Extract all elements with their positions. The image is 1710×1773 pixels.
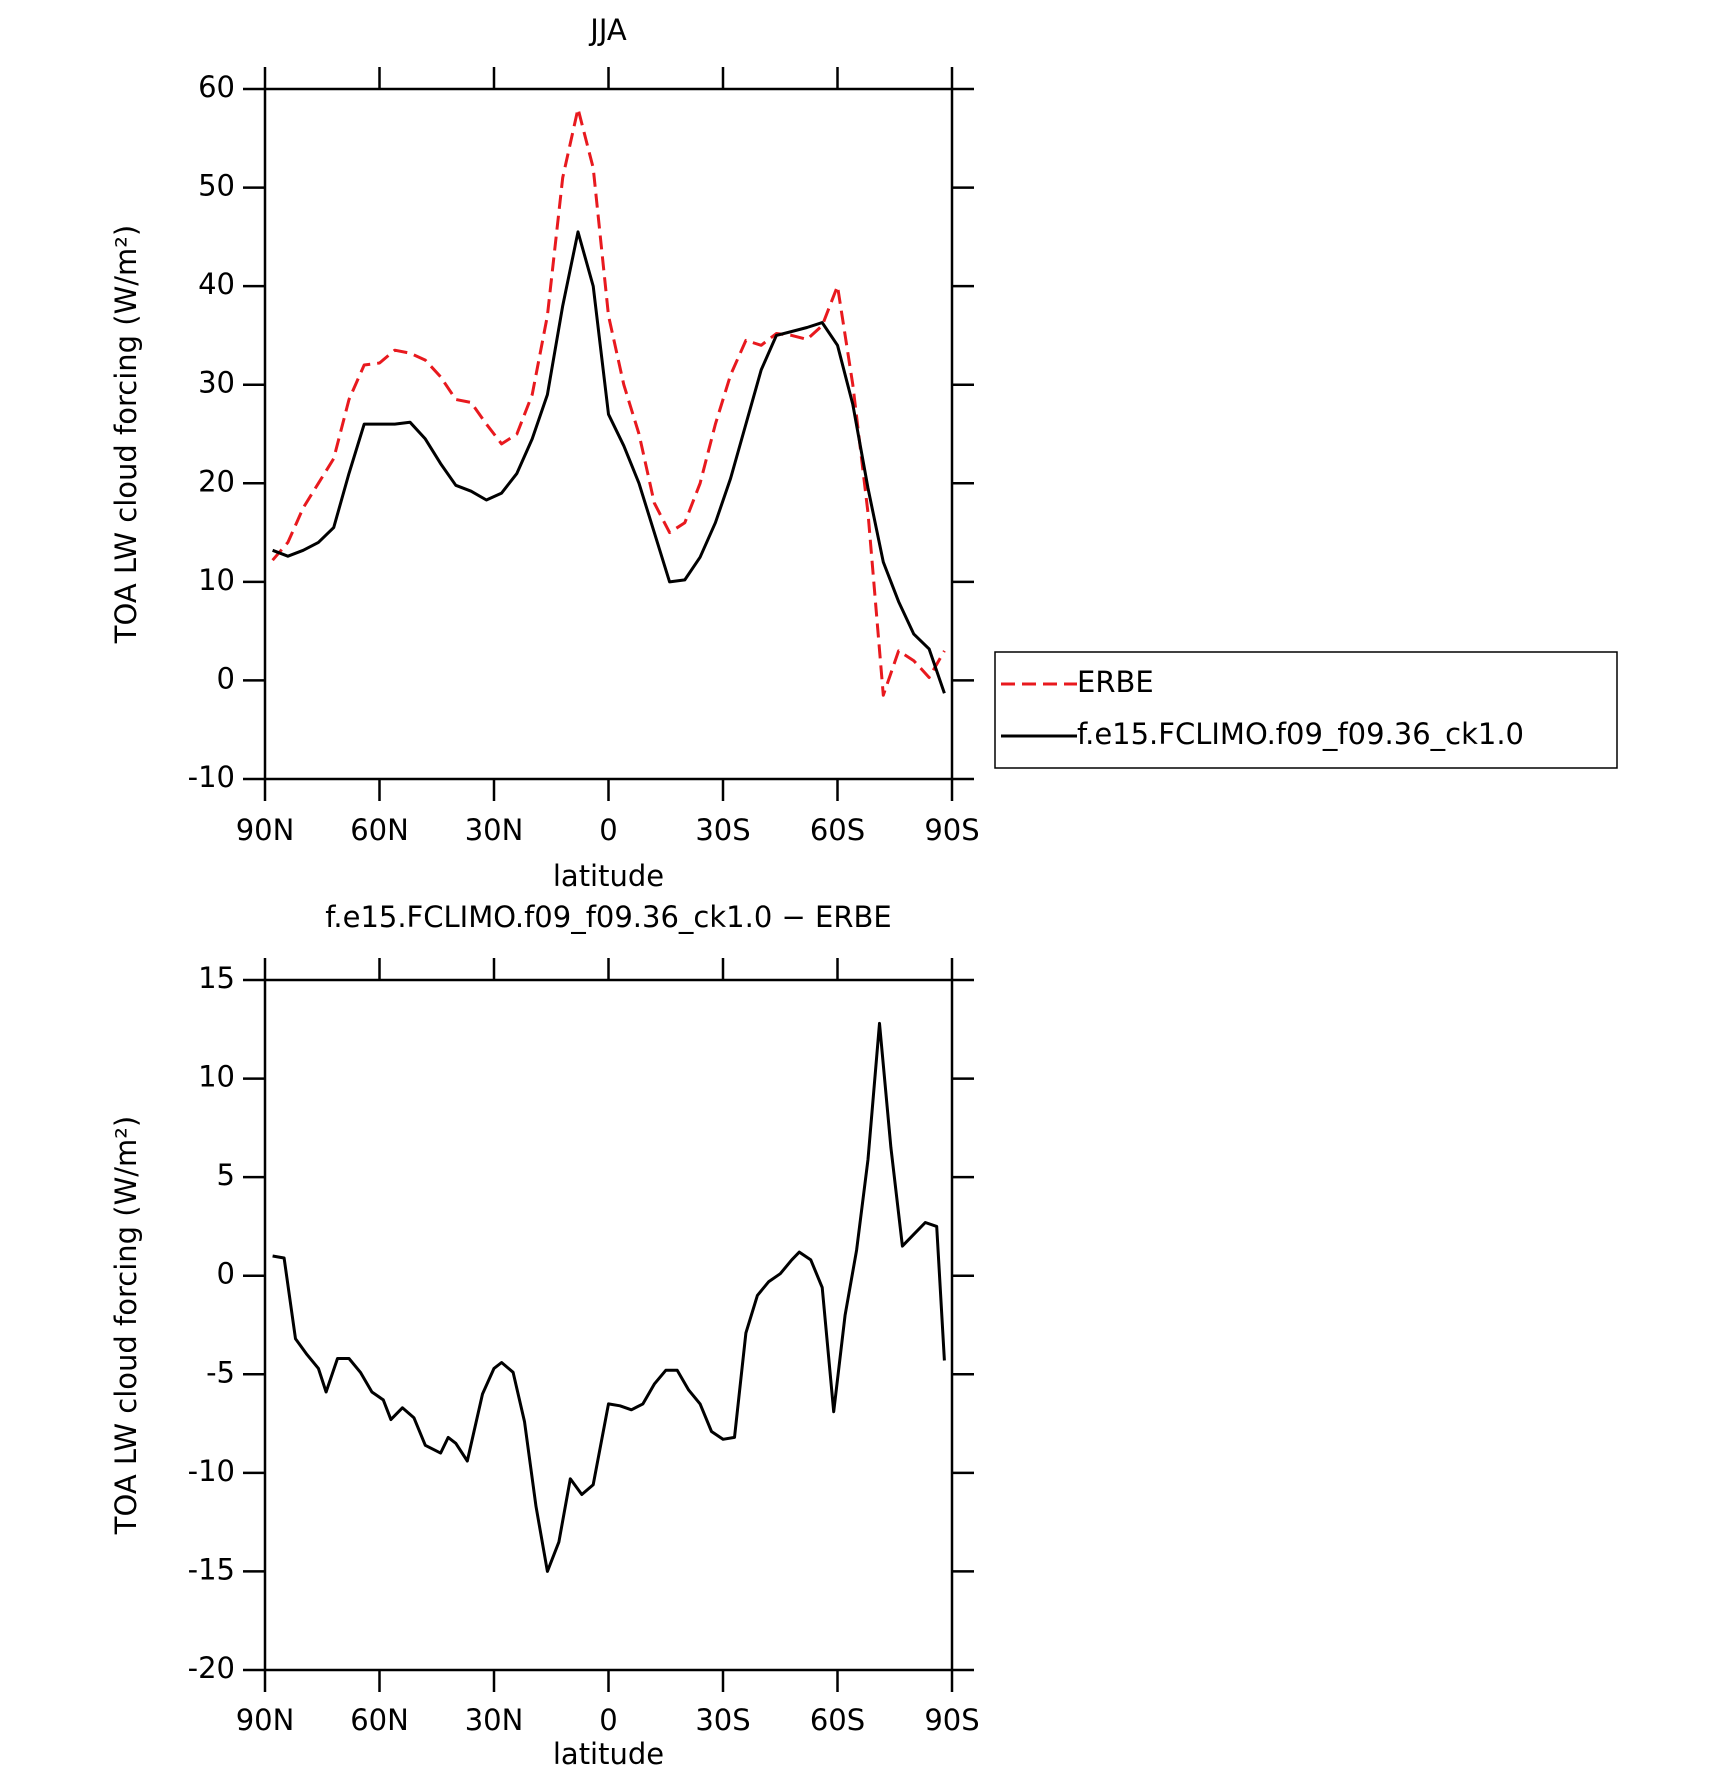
y-tick-label: -10 (188, 760, 235, 794)
legend-label: f.e15.FCLIMO.f09_f09.36_ck1.0 (1077, 717, 1524, 751)
x-tick-label: 0 (599, 1703, 617, 1737)
plot-frame (263, 978, 954, 1672)
x-axis-label: latitude (553, 1737, 664, 1771)
y-tick-label: 50 (198, 169, 235, 203)
y-tick-label: -5 (206, 1355, 235, 1389)
y-axis-label: TOA LW cloud forcing (W/m²) (109, 1116, 143, 1535)
y-tick-label: 30 (198, 366, 235, 400)
y-tick-label: -10 (188, 1454, 235, 1488)
x-tick-label: 30N (465, 1703, 524, 1737)
x-tick-label: 60N (350, 813, 409, 847)
y-tick-label: 40 (198, 267, 235, 301)
x-tick-label: 60S (810, 1703, 865, 1737)
x-axis-label: latitude (553, 859, 664, 893)
legend-box (994, 651, 1618, 769)
legend-label: ERBE (1077, 665, 1154, 699)
x-tick-label: 30S (695, 1703, 750, 1737)
x-tick-label: 90N (236, 1703, 295, 1737)
y-tick-label: -15 (188, 1552, 235, 1586)
y-axis-label: TOA LW cloud forcing (W/m²) (109, 225, 143, 644)
y-tick-label: -20 (188, 1651, 235, 1685)
y-tick-label: 60 (198, 70, 235, 104)
data-line (272, 1021, 946, 1573)
x-tick-label: 30N (465, 813, 524, 847)
x-tick-label: 60N (350, 1703, 409, 1737)
y-tick-label: 0 (217, 1257, 235, 1291)
y-tick-label: 5 (217, 1158, 235, 1192)
data-line (272, 230, 946, 694)
plot-frame (263, 87, 954, 781)
y-tick-label: 20 (198, 464, 235, 498)
y-tick-label: 0 (217, 661, 235, 695)
y-tick-label: 15 (198, 961, 235, 995)
x-tick-label: 60S (810, 813, 865, 847)
chart-title: f.e15.FCLIMO.f09_f09.36_ck1.0 − ERBE (325, 900, 891, 934)
x-tick-label: 30S (695, 813, 750, 847)
x-tick-label: 90N (236, 813, 295, 847)
chart-title: JJA (588, 13, 627, 47)
y-tick-label: 10 (198, 563, 235, 597)
x-tick-label: 90S (924, 813, 979, 847)
x-tick-label: 0 (599, 813, 617, 847)
data-line (271, 107, 946, 697)
x-tick-label: 90S (924, 1703, 979, 1737)
y-tick-label: 10 (198, 1060, 235, 1094)
